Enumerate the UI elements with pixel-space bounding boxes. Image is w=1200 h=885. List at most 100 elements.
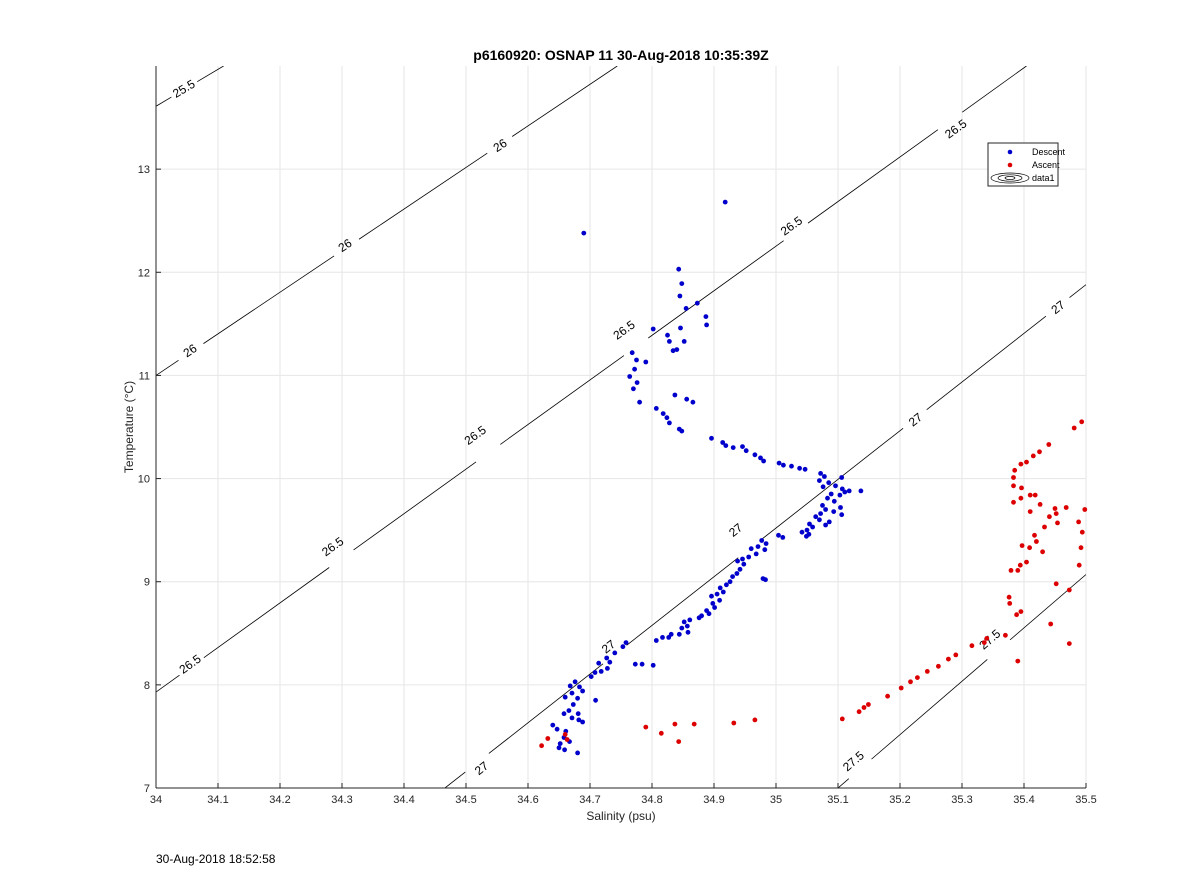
- descent-point: [776, 532, 781, 538]
- x-tick-label: 34.5: [455, 794, 476, 806]
- ascent-point: [984, 636, 990, 641]
- descent-point: [730, 445, 736, 450]
- descent-point: [838, 505, 843, 510]
- descent-point: [679, 281, 685, 286]
- descent-point: [683, 306, 689, 311]
- ascent-point: [1053, 581, 1059, 587]
- descent-point: [694, 300, 700, 306]
- descent-point: [720, 589, 726, 595]
- contour-line-27: [761, 427, 904, 540]
- descent-point: [664, 415, 670, 421]
- descent-point: [679, 625, 685, 631]
- descent-point: [650, 662, 656, 668]
- plot-area: [156, 66, 1086, 788]
- ascent-point: [1003, 632, 1008, 638]
- x-tick-label: 34.7: [579, 794, 600, 806]
- descent-point: [820, 484, 826, 490]
- descent-point: [572, 679, 578, 685]
- descent-point: [752, 452, 758, 458]
- descent-point: [763, 541, 769, 546]
- contour-line-25.5: [196, 66, 224, 83]
- ascent-point: [1015, 658, 1021, 664]
- descent-point: [550, 722, 556, 728]
- descent-point: [831, 498, 837, 504]
- descent-point: [825, 495, 830, 501]
- descent-point: [760, 576, 766, 581]
- ascent-point: [1066, 641, 1072, 646]
- descent-point: [717, 585, 723, 591]
- legend-descent-marker: [1007, 149, 1013, 155]
- descent-point: [670, 348, 676, 354]
- ascent-point: [1017, 562, 1023, 568]
- descent-point: [714, 591, 720, 597]
- ascent-point: [562, 732, 568, 737]
- descent-point: [781, 462, 786, 468]
- descent-point: [804, 527, 810, 533]
- descent-point: [634, 380, 640, 385]
- descent-point: [569, 715, 575, 721]
- descent-point: [833, 483, 838, 489]
- descent-point: [807, 521, 812, 527]
- ascent-point: [731, 720, 737, 726]
- ascent-point: [1042, 524, 1047, 530]
- density-contours: [156, 66, 1086, 788]
- descent-point: [672, 392, 678, 398]
- x-tick-label: 35.3: [951, 794, 972, 806]
- descent-point: [789, 463, 794, 469]
- x-tick-label: 34: [150, 794, 162, 806]
- ascent-point: [1079, 419, 1085, 425]
- descent-point: [797, 465, 802, 471]
- descent-point: [561, 711, 567, 717]
- ascent-point: [953, 652, 959, 658]
- descent-point: [681, 619, 687, 625]
- ascent-point: [866, 702, 871, 707]
- axes: [155, 66, 1086, 789]
- ascent-point: [1047, 514, 1052, 520]
- ascent-point: [1071, 425, 1077, 431]
- ascent-point: [856, 709, 862, 715]
- ascent-point: [691, 721, 697, 727]
- ascent-point: [898, 685, 904, 691]
- x-tick-label: 34.1: [207, 794, 228, 806]
- chart-title: p6160920: OSNAP 11 30-Aug-2018 10:35:39Z: [473, 47, 769, 63]
- ascent-point: [908, 679, 913, 685]
- descent-point: [727, 579, 733, 585]
- ascent-point: [1053, 511, 1059, 516]
- descent-point: [607, 659, 613, 665]
- ascent-point: [915, 675, 920, 680]
- descent-point: [720, 440, 726, 445]
- contour-line-26.5: [962, 66, 1027, 113]
- ascent-point: [1078, 545, 1084, 551]
- descent-point: [612, 650, 618, 656]
- legend-data1-label: data1: [1032, 173, 1055, 183]
- descent-point: [737, 566, 743, 572]
- descent-point: [681, 339, 687, 344]
- contour-line-27.5: [871, 659, 988, 760]
- descent-point: [780, 535, 786, 540]
- descent-point: [820, 503, 825, 508]
- descent-point: [839, 475, 845, 480]
- descent-point: [676, 631, 682, 637]
- descent-point: [667, 420, 672, 426]
- x-tick-label: 34.8: [641, 794, 662, 806]
- descent-point: [822, 474, 827, 479]
- descent-point: [577, 684, 582, 690]
- descent-point: [818, 511, 823, 516]
- contour-line-25.5: [156, 96, 172, 107]
- ascent-point: [885, 693, 890, 699]
- descent-point: [653, 638, 659, 643]
- contour-line-27: [1069, 284, 1086, 298]
- contour-line-26.5: [500, 355, 625, 445]
- descent-point: [839, 512, 845, 518]
- descent-point: [746, 554, 752, 560]
- descent-point: [557, 741, 563, 746]
- descent-point: [810, 524, 815, 530]
- descent-point: [846, 488, 852, 494]
- descent-point: [684, 623, 690, 629]
- descent-point: [632, 661, 638, 667]
- descent-point: [823, 522, 828, 528]
- descent-point: [709, 435, 714, 441]
- ascent-point: [676, 739, 682, 744]
- x-tick-labels: 34 34.1 34.2 34.3 34.4 34.5 34.6 34.7 34.8 34.9 35…: [150, 794, 1097, 806]
